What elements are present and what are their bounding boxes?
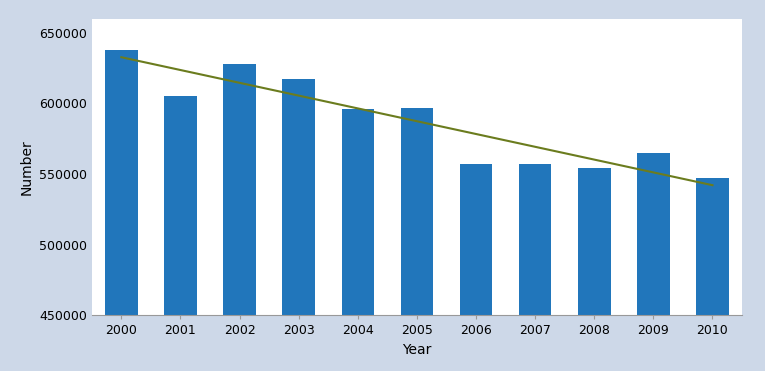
X-axis label: Year: Year — [402, 343, 431, 357]
Bar — [696, 178, 729, 371]
Bar — [637, 153, 669, 371]
Bar — [164, 96, 197, 371]
Y-axis label: Number: Number — [19, 139, 34, 195]
Bar — [341, 109, 374, 371]
Bar — [282, 79, 315, 371]
Bar — [105, 50, 138, 371]
Bar — [460, 164, 493, 371]
Bar — [578, 168, 610, 371]
Bar — [223, 64, 256, 371]
Bar — [519, 164, 552, 371]
Bar — [401, 108, 433, 371]
